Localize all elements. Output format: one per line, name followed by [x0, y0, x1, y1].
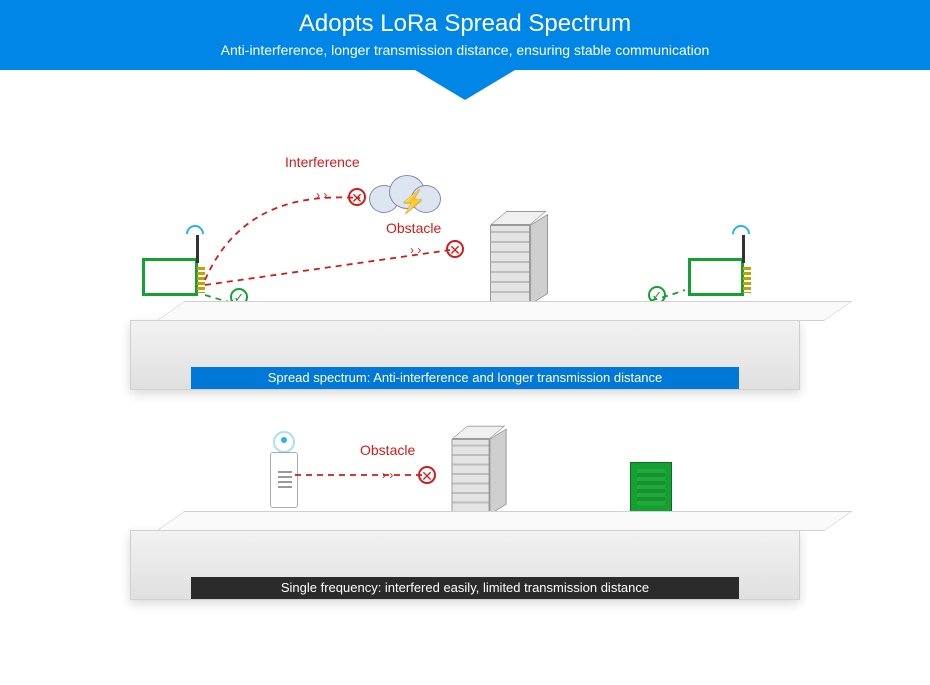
arrow-icon-s2: › ›	[382, 468, 393, 482]
blocked-icon-interference: ✕	[348, 188, 366, 206]
building-scene1	[490, 210, 550, 305]
lightning-icon: ⚡	[399, 189, 426, 215]
banner-notch	[415, 70, 515, 100]
scene-spread-spectrum: ⚡ Interference Obstacle › › › › ✕ ✕ ✓ ✓ …	[130, 140, 800, 390]
caption-single-frequency: Single frequency: interfered easily, lim…	[191, 577, 739, 599]
caption-spread-spectrum: Spread spectrum: Anti-interference and l…	[191, 367, 739, 389]
router-device	[270, 452, 298, 508]
label-obstacle-1: Obstacle	[386, 220, 441, 236]
header-banner: Adopts LoRa Spread Spectrum Anti-interfe…	[0, 0, 930, 70]
blocked-icon-obstacle: ✕	[446, 240, 464, 258]
scene1-stage: ⚡ Interference Obstacle › › › › ✕ ✕ ✓ ✓	[130, 140, 800, 320]
platform-2: Single frequency: interfered easily, lim…	[130, 530, 800, 600]
header-title: Adopts LoRa Spread Spectrum	[0, 10, 930, 38]
blocked-icon-s2: ✕	[418, 466, 436, 484]
label-interference: Interference	[285, 154, 360, 170]
arrow-icon-top: › ›	[316, 188, 327, 202]
pcb-device	[630, 462, 672, 512]
scene-single-frequency: Obstacle › › ✕ Single frequency: interfe…	[130, 420, 800, 600]
arrow-icon-mid: › ›	[410, 243, 421, 257]
header-subtitle: Anti-interference, longer transmission d…	[0, 42, 930, 58]
module-right	[688, 258, 744, 296]
module-left	[142, 258, 198, 296]
platform-1: Spread spectrum: Anti-interference and l…	[130, 320, 800, 390]
building-scene2	[452, 425, 509, 515]
label-obstacle-2: Obstacle	[360, 442, 415, 458]
path-interference	[205, 197, 360, 280]
interference-cloud: ⚡	[365, 175, 445, 217]
